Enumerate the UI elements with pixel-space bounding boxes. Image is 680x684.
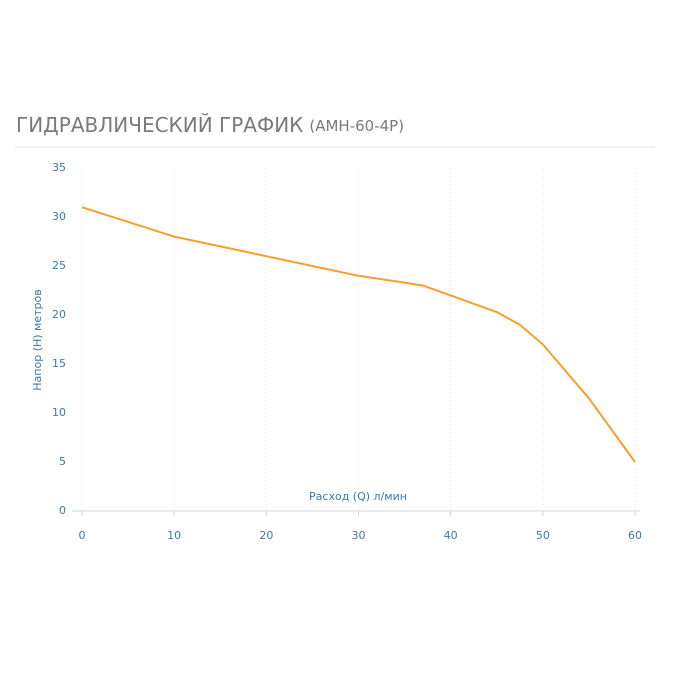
y-tick-label: 20 [52,308,66,321]
chart-title: ГИДРАВЛИЧЕСКИЙ ГРАФИК (АМН-60-4Р) [16,113,404,137]
x-tick-label: 50 [536,529,550,542]
y-tick-label: 35 [52,161,66,174]
y-tick-label: 10 [52,406,66,419]
x-tick-label: 0 [79,529,86,542]
x-tick-label: 10 [167,529,181,542]
y-tick-label: 25 [52,259,66,272]
x-tick-label: 60 [628,529,642,542]
y-tick-label: 5 [59,455,66,468]
chart-title: ГИДРАВЛИЧЕСКИЙ ГРАФИК [16,113,303,137]
x-axis-title: Расход (Q) л/мин [309,490,407,503]
series-line [81,206,636,463]
y-tick-label: 30 [52,210,66,223]
y-tick-label: 15 [52,357,66,370]
chart-subtitle: (АМН-60-4Р) [309,117,404,135]
y-tick-label: 0 [59,504,66,517]
x-tick-label: 20 [259,529,273,542]
x-tick-label: 30 [352,529,366,542]
x-tick-label: 40 [444,529,458,542]
y-axis-title: Напор (H) метров [31,289,44,390]
